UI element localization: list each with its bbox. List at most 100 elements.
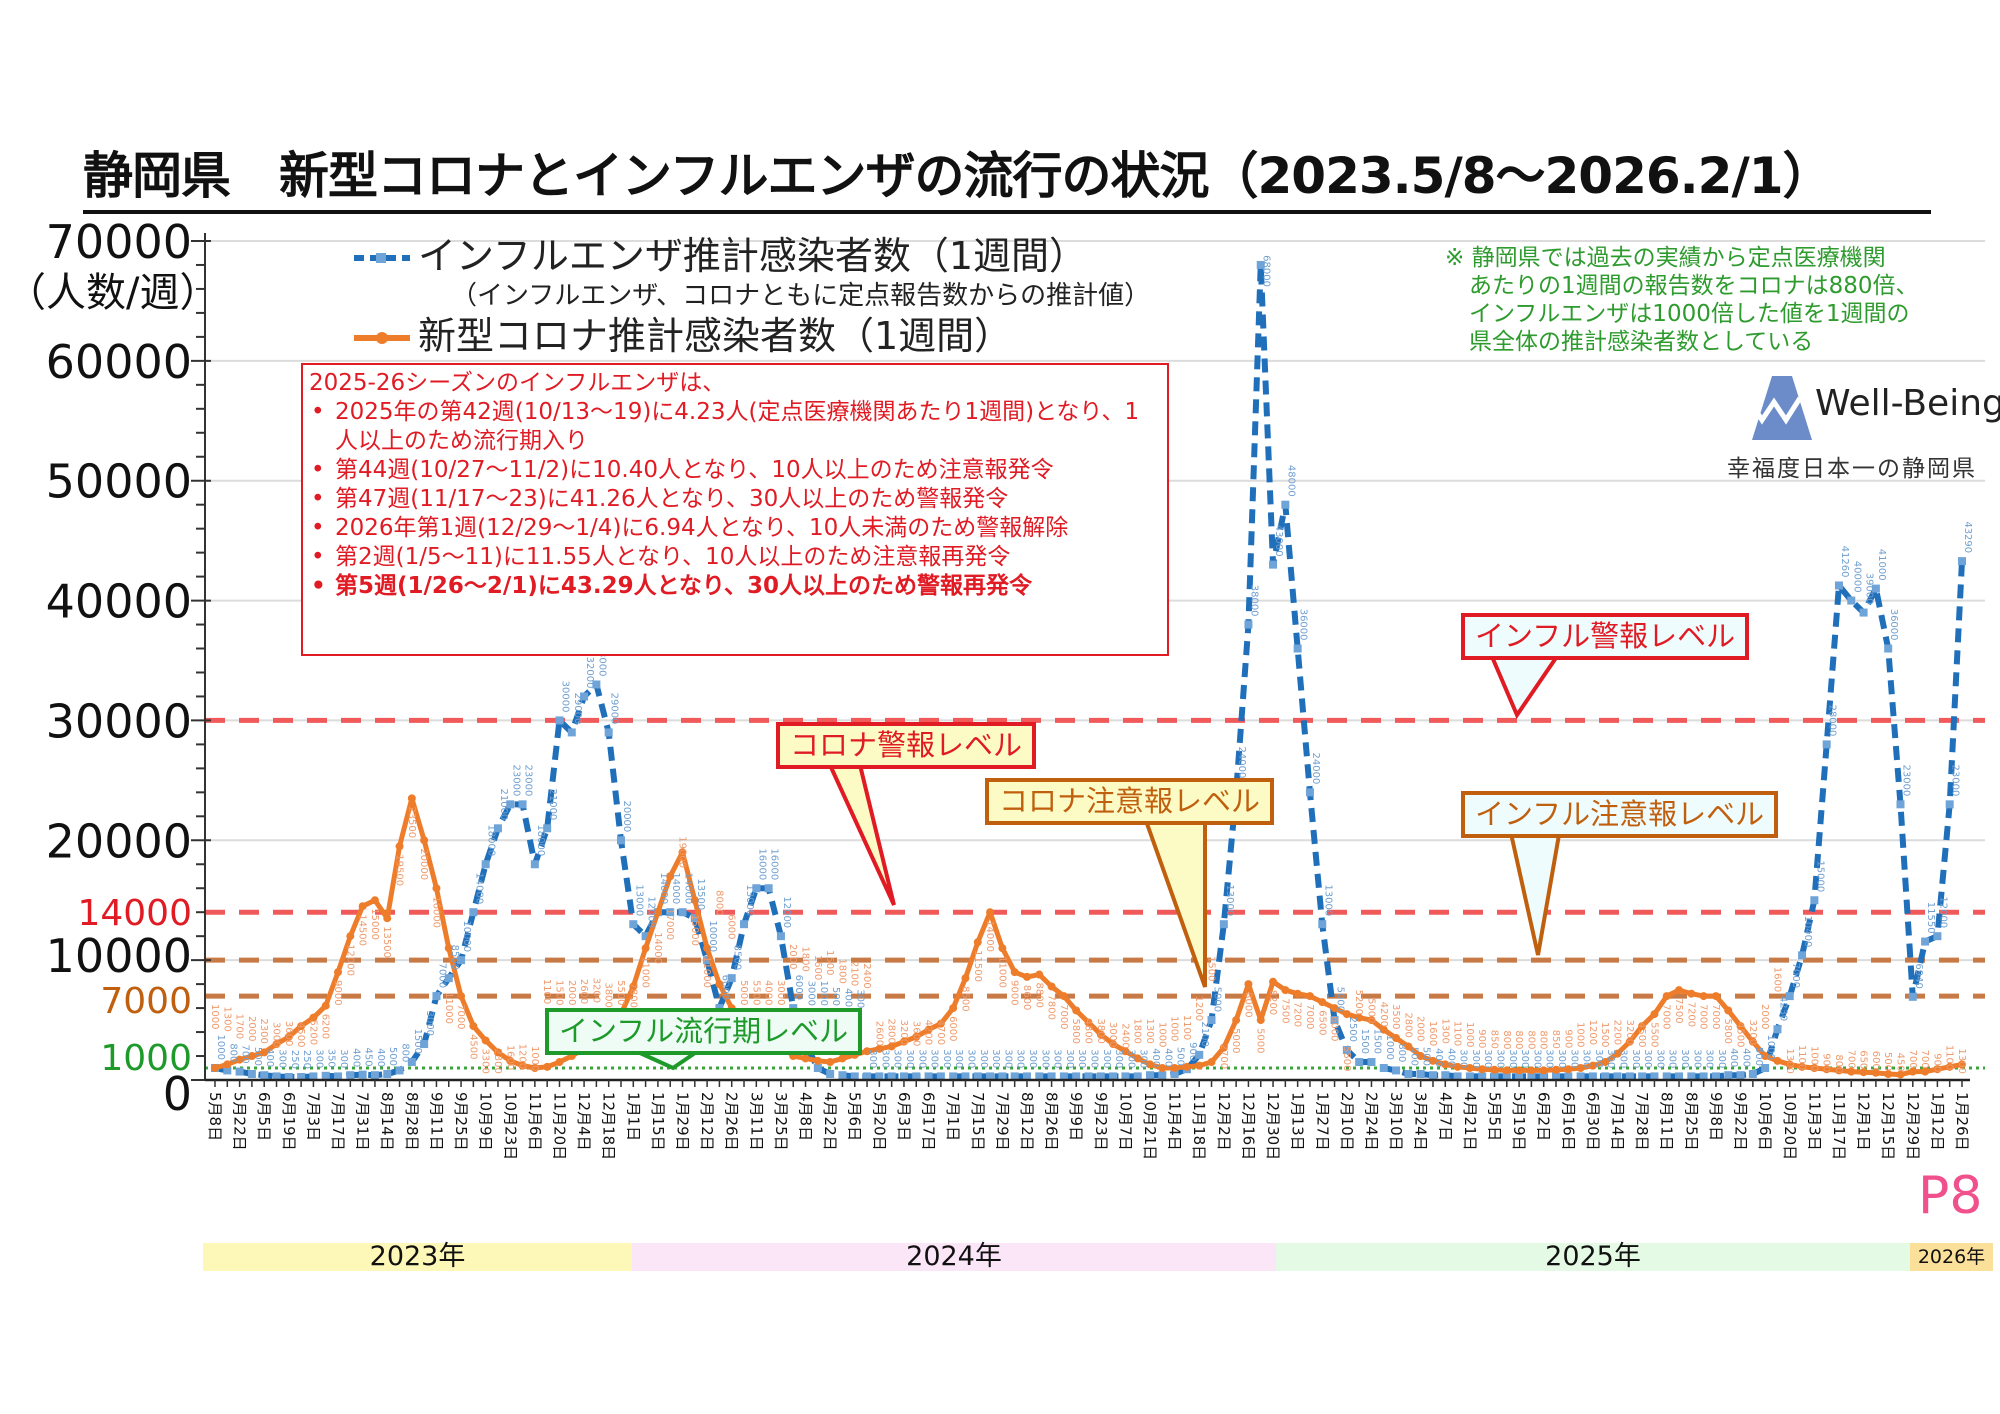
data-label: 300 xyxy=(1052,1049,1063,1068)
data-label: 6500 xyxy=(1316,1010,1327,1035)
covid-point xyxy=(1515,1066,1524,1075)
reference-lines xyxy=(205,717,1985,1070)
data-label: 3200 xyxy=(1624,1020,1635,1045)
flu-point xyxy=(1441,1071,1450,1080)
flu-point xyxy=(1010,1072,1019,1081)
data-label: 36000 xyxy=(1888,609,1899,641)
covid-point xyxy=(444,944,453,953)
well-being-logo xyxy=(1745,376,1812,440)
covid-point xyxy=(1318,998,1327,1007)
covid-point xyxy=(1896,1070,1905,1079)
flu-point xyxy=(1699,1072,1708,1081)
covid-point xyxy=(961,974,970,983)
data-label: 300 xyxy=(277,1049,288,1068)
data-label: 3200 xyxy=(898,1020,909,1045)
covid-point xyxy=(838,1054,847,1063)
flu-point xyxy=(1871,584,1880,593)
flu-point xyxy=(666,908,675,917)
flu-point xyxy=(1515,1072,1524,1081)
covid-point xyxy=(986,908,995,917)
covid-point xyxy=(1059,992,1068,1001)
flu-point xyxy=(247,1070,256,1079)
flu-point xyxy=(1527,1072,1536,1081)
data-label: 800 xyxy=(1538,1030,1549,1049)
info-item: 第5週(1/26～2/1)に43.29人となり、30人以上のため警報再発令 xyxy=(309,572,1161,601)
x-tick-label: 12月16日 xyxy=(1239,1092,1257,1160)
flu-point xyxy=(1355,1058,1364,1067)
logo-subtitle: 幸福度日本一の静岡県 xyxy=(1727,456,1977,482)
data-label: 3200 xyxy=(1747,1020,1758,1045)
covid-point xyxy=(1195,1061,1204,1070)
flu-point xyxy=(1428,1071,1437,1080)
flu-point xyxy=(518,800,527,809)
data-label: 1000 xyxy=(1169,1016,1180,1041)
x-tick-label: 1月29日 xyxy=(674,1092,692,1151)
y-tick-label: 60000 xyxy=(46,335,192,389)
data-label: 300 xyxy=(1064,1049,1075,1068)
data-label: 2100 xyxy=(849,961,860,986)
data-label: 5000 xyxy=(1335,987,1346,1012)
covid-point xyxy=(887,1042,896,1051)
covid-point xyxy=(1711,992,1720,1001)
flu-point xyxy=(998,1072,1007,1081)
data-label: 3000 xyxy=(1107,1022,1118,1047)
covid-point xyxy=(1552,1065,1561,1074)
flu-point xyxy=(395,1066,404,1075)
data-label: 23500 xyxy=(406,806,417,838)
data-label: 300 xyxy=(1101,1049,1112,1068)
legend-note: （インフルエンザ、コロナともに定点報告数からの推計値） xyxy=(451,281,1151,311)
x-tick-label: 10月21日 xyxy=(1141,1092,1159,1160)
data-label: 400 xyxy=(1162,1048,1173,1067)
y-tick-label: 20000 xyxy=(46,814,192,868)
data-label: 300 xyxy=(1089,1049,1100,1068)
data-label: 1600 xyxy=(504,1045,515,1070)
covid-point xyxy=(1305,992,1314,1001)
flu-point xyxy=(752,884,761,893)
data-label: 1800 xyxy=(836,958,847,983)
data-label: 1500 xyxy=(1359,1029,1370,1054)
data-label: 300 xyxy=(338,1049,349,1068)
flu-point xyxy=(912,1072,921,1081)
data-label: 900 xyxy=(1476,1029,1487,1048)
flu-point xyxy=(1096,1072,1105,1081)
flu-point xyxy=(457,956,466,965)
covid-point xyxy=(469,1022,478,1031)
flu-point xyxy=(641,932,650,941)
data-label: 16000 xyxy=(756,848,767,880)
covid-point xyxy=(1564,1065,1573,1074)
y-tick-label: 0 xyxy=(163,1067,192,1121)
data-label: 500 xyxy=(1421,1047,1432,1066)
logo-text: Well-Being xyxy=(1815,383,2000,424)
data-label: 300 xyxy=(1027,1049,1038,1068)
data-label: 17000 xyxy=(664,908,675,940)
data-label: 300 xyxy=(941,1049,952,1068)
flu-point xyxy=(1330,1016,1339,1025)
covid-point xyxy=(1219,1043,1228,1052)
flu-point xyxy=(1342,1046,1351,1055)
flu-point xyxy=(1859,608,1868,617)
data-label: 6000 xyxy=(947,1016,958,1041)
covid-point xyxy=(1650,1010,1659,1019)
flu-point xyxy=(776,932,785,941)
flu-point xyxy=(1625,1072,1634,1081)
covid-point xyxy=(924,1025,933,1034)
data-label: 1000 xyxy=(529,1046,540,1071)
flu-point xyxy=(1921,937,1930,946)
covid-point xyxy=(1392,1034,1401,1043)
flu-point xyxy=(924,1072,933,1081)
covid-point xyxy=(973,938,982,947)
covid-point xyxy=(998,944,1007,953)
flu-point xyxy=(703,956,712,965)
data-label: 2000 xyxy=(1759,1004,1770,1029)
flu-point xyxy=(530,860,539,869)
data-label: 800 xyxy=(1396,1043,1407,1062)
flu-point xyxy=(1662,1072,1671,1081)
info-item: 2025年の第42週(10/13～19)に4.23人(定点医療機関あたり1週間)… xyxy=(309,398,1161,456)
covid-point xyxy=(1170,1064,1179,1073)
flu-point xyxy=(1748,1070,1757,1079)
x-tick-label: 7月14日 xyxy=(1609,1092,1627,1151)
data-label: 300 xyxy=(1654,1049,1665,1068)
data-label: 15000 xyxy=(1814,860,1825,892)
data-label: 300 xyxy=(1470,1049,1481,1068)
flu-point xyxy=(604,728,613,737)
